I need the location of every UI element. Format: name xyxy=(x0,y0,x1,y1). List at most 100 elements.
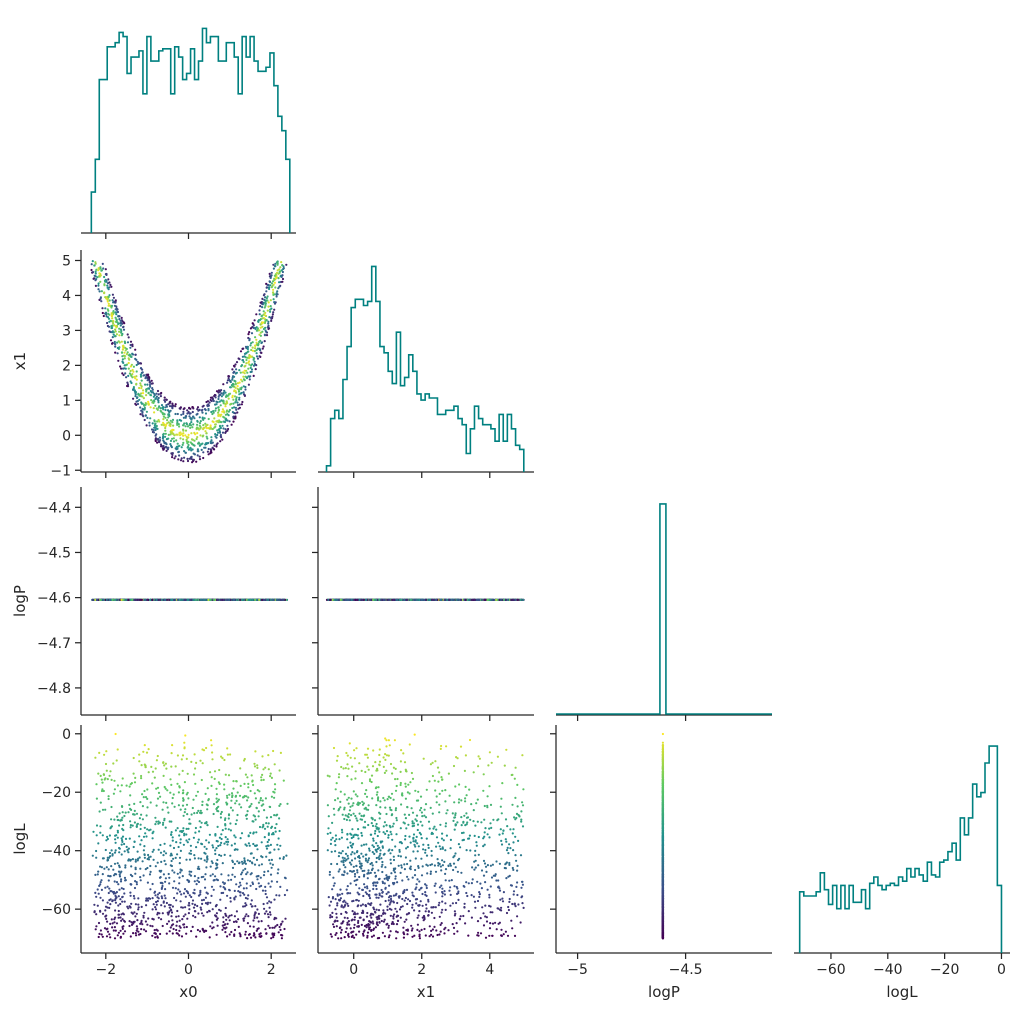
scatter-point xyxy=(256,347,259,350)
scatter-point xyxy=(114,328,117,331)
scatter-point xyxy=(169,433,172,436)
scatter-point xyxy=(150,379,153,382)
scatter-point xyxy=(178,773,181,776)
scatter-point xyxy=(193,453,196,456)
scatter-point xyxy=(121,827,124,831)
scatter-point xyxy=(263,912,267,915)
scatter-point xyxy=(272,936,275,939)
scatter-point xyxy=(124,349,127,352)
scatter-point xyxy=(258,355,261,358)
scatter-point xyxy=(134,932,137,935)
scatter-point xyxy=(144,930,148,933)
scatter-point xyxy=(101,899,104,902)
scatter-point xyxy=(122,373,125,377)
scatter-point xyxy=(161,924,164,928)
scatter-point xyxy=(202,424,205,427)
scatter-point xyxy=(268,316,271,319)
scatter-point xyxy=(273,763,276,766)
scatter-point xyxy=(160,445,163,448)
scatter-point xyxy=(165,801,168,805)
scatter-point xyxy=(171,456,174,459)
scatter-point xyxy=(154,439,157,443)
scatter-point xyxy=(104,311,108,314)
scatter-point xyxy=(182,412,185,415)
scatter-point xyxy=(115,305,118,308)
scatter-point xyxy=(236,411,239,414)
scatter-point xyxy=(356,598,359,602)
scatter-point xyxy=(267,320,270,323)
scatter-point xyxy=(435,598,438,602)
scatter-point xyxy=(154,936,157,939)
scatter-point xyxy=(156,754,159,758)
scatter-point xyxy=(145,388,148,391)
scatter-point xyxy=(123,814,126,818)
scatter-point xyxy=(282,267,285,271)
scatter-point xyxy=(151,897,154,900)
scatter-point xyxy=(265,932,268,935)
scatter-point xyxy=(203,598,207,602)
scatter-point xyxy=(165,398,168,401)
scatter-point xyxy=(100,778,103,781)
scatter-point xyxy=(187,410,190,414)
scatter-point xyxy=(169,844,172,847)
scatter-point xyxy=(262,345,265,348)
scatter-point xyxy=(210,436,213,439)
scatter-point xyxy=(478,598,481,602)
scatter-point xyxy=(132,894,135,898)
scatter-point xyxy=(164,408,167,412)
scatter-point xyxy=(145,410,148,413)
scatter-point xyxy=(264,889,267,892)
scatter-point xyxy=(249,925,252,928)
scatter-point xyxy=(172,440,176,443)
scatter-point xyxy=(191,426,194,429)
scatter-point xyxy=(334,598,337,602)
scatter-point xyxy=(248,339,251,342)
scatter-point xyxy=(95,849,98,853)
scatter-point xyxy=(141,371,144,374)
scatter-point xyxy=(268,275,271,278)
histogram-step-x0 xyxy=(90,27,291,233)
scatter-point xyxy=(130,883,133,886)
scatter-point xyxy=(255,858,259,862)
scatter-point xyxy=(241,400,244,404)
scatter-point xyxy=(516,598,519,602)
scatter-point xyxy=(254,347,257,350)
scatter-point xyxy=(265,297,268,300)
scatter-point xyxy=(200,876,203,879)
scatter-point xyxy=(160,904,163,907)
scatter-point xyxy=(101,262,104,265)
scatter-point xyxy=(233,862,236,866)
scatter-point xyxy=(141,395,144,398)
scatter-point xyxy=(202,418,205,421)
scatter-point xyxy=(204,902,208,905)
scatter-point xyxy=(147,400,150,403)
y-axis-label: logL xyxy=(11,823,29,855)
scatter-point xyxy=(105,315,108,318)
scatter-point xyxy=(143,911,146,914)
scatter-point xyxy=(232,920,236,924)
scatter-point xyxy=(168,598,171,602)
scatter-point xyxy=(139,867,142,870)
x-axis-label: x0 xyxy=(179,983,197,1001)
scatter-point xyxy=(228,408,231,412)
scatter-point xyxy=(167,413,170,416)
scatter-point xyxy=(278,925,281,929)
scatter-point xyxy=(350,598,353,602)
scatter-point xyxy=(111,854,114,857)
y-tick-label: 4 xyxy=(62,288,71,304)
scatter-point xyxy=(159,443,163,446)
scatter-point xyxy=(251,322,254,325)
scatter-point xyxy=(103,292,106,295)
x-tick-label: 0 xyxy=(184,962,193,978)
scatter-point xyxy=(172,927,175,931)
scatter-point xyxy=(156,389,160,393)
scatter-point xyxy=(277,277,280,280)
scatter-point xyxy=(179,900,182,903)
scatter-point xyxy=(225,410,228,413)
scatter-point xyxy=(195,846,198,849)
scatter-point xyxy=(242,391,245,394)
scatter-point xyxy=(265,822,268,825)
scatter-point xyxy=(93,903,96,906)
scatter-point xyxy=(263,306,266,309)
scatter-point xyxy=(120,331,123,334)
